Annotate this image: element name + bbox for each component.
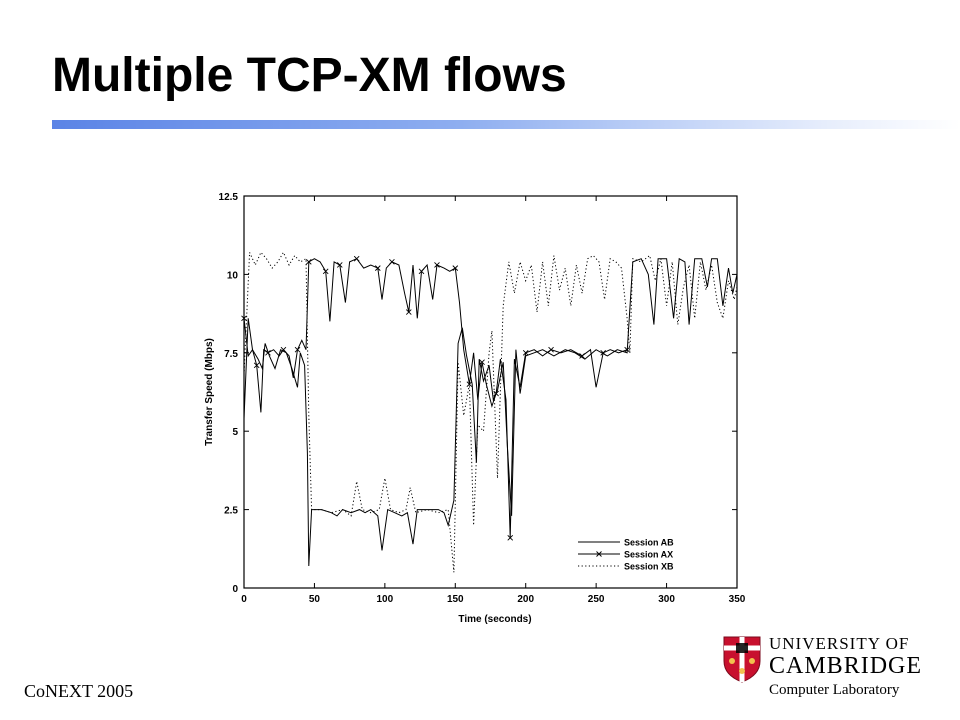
y-axis-label: Transfer Speed (Mbps) — [204, 338, 215, 446]
y-tick-label: 10 — [227, 270, 239, 281]
data-point-marker — [418, 268, 425, 275]
cambridge-crest-icon — [723, 636, 761, 683]
footer-conference: CoNEXT 2005 — [24, 681, 134, 701]
x-tick-label: 50 — [309, 594, 321, 605]
data-point-marker — [548, 346, 554, 353]
legend-marker — [596, 551, 602, 557]
y-tick-label: 7.5 — [224, 349, 238, 360]
data-point-marker — [600, 349, 607, 356]
legend-item: Session AB — [578, 538, 674, 548]
x-tick-label: 300 — [658, 594, 675, 605]
data-point-marker — [374, 265, 381, 271]
y-tick-label: 2.5 — [224, 506, 238, 517]
data-point-marker — [624, 346, 630, 353]
data-point-marker — [241, 315, 247, 322]
x-tick-label: 0 — [241, 594, 247, 605]
data-point-marker — [452, 265, 459, 271]
data-point-marker — [336, 262, 343, 268]
data-point-marker — [579, 353, 585, 359]
legend-label: Session AB — [624, 538, 674, 548]
data-point-marker — [493, 390, 499, 397]
y-tick-label: 12.5 — [219, 192, 239, 203]
data-point-marker — [522, 349, 529, 356]
transfer-speed-chart: 0 50 100 150 200 250 300 350 0 2.5 5 7.5 10 12.5 Time… — [204, 192, 746, 625]
series-session-ax — [241, 255, 630, 541]
x-tick-label: 250 — [588, 594, 605, 605]
y-tick-label: 0 — [232, 584, 238, 595]
data-point-marker — [507, 535, 514, 541]
series-session-xb — [243, 251, 738, 573]
university-logo: UNIVERSITY OF CAMBRIDGE Computer Laborat… — [722, 632, 922, 702]
axis-ticks: 0 50 100 150 200 250 300 350 0 2.5 5 7.5 10 12.5 — [219, 192, 746, 605]
data-point-marker — [265, 349, 271, 356]
logo-text-computer-laboratory: Computer Laboratory — [769, 682, 900, 698]
legend-item: Session XB — [578, 562, 674, 572]
title-underline-bar — [52, 120, 960, 129]
slide-title: Multiple TCP-XM flows — [52, 49, 567, 102]
legend-label: Session XB — [624, 562, 674, 572]
data-point-marker — [389, 259, 395, 265]
data-point-marker — [353, 255, 360, 262]
x-tick-label: 150 — [447, 594, 464, 605]
legend-label: Session AX — [624, 550, 673, 560]
data-point-marker — [405, 309, 412, 315]
x-tick-label: 100 — [377, 594, 394, 605]
series-line — [243, 258, 628, 538]
data-point-marker — [253, 362, 260, 369]
x-tick-label: 350 — [729, 594, 746, 605]
data-point-marker — [280, 346, 287, 353]
plot-frame — [243, 195, 738, 589]
legend-item: Session AX — [578, 550, 673, 560]
chart-legend: Session AB Session AX Session XB — [578, 538, 674, 572]
logo-text-university-of: UNIVERSITY OF — [769, 634, 910, 653]
data-point-marker — [466, 381, 473, 387]
y-tick-label: 5 — [232, 427, 238, 438]
series-layer — [241, 251, 738, 573]
logo-text-cambridge: CAMBRIDGE — [769, 653, 923, 679]
data-point-marker — [322, 268, 329, 275]
data-point-marker — [294, 346, 301, 353]
data-point-marker — [479, 359, 485, 366]
data-point-marker — [305, 259, 312, 265]
x-tick-label: 200 — [517, 594, 534, 605]
x-axis-label: Time (seconds) — [458, 614, 531, 625]
data-point-marker — [434, 262, 440, 268]
series-line — [243, 251, 738, 573]
